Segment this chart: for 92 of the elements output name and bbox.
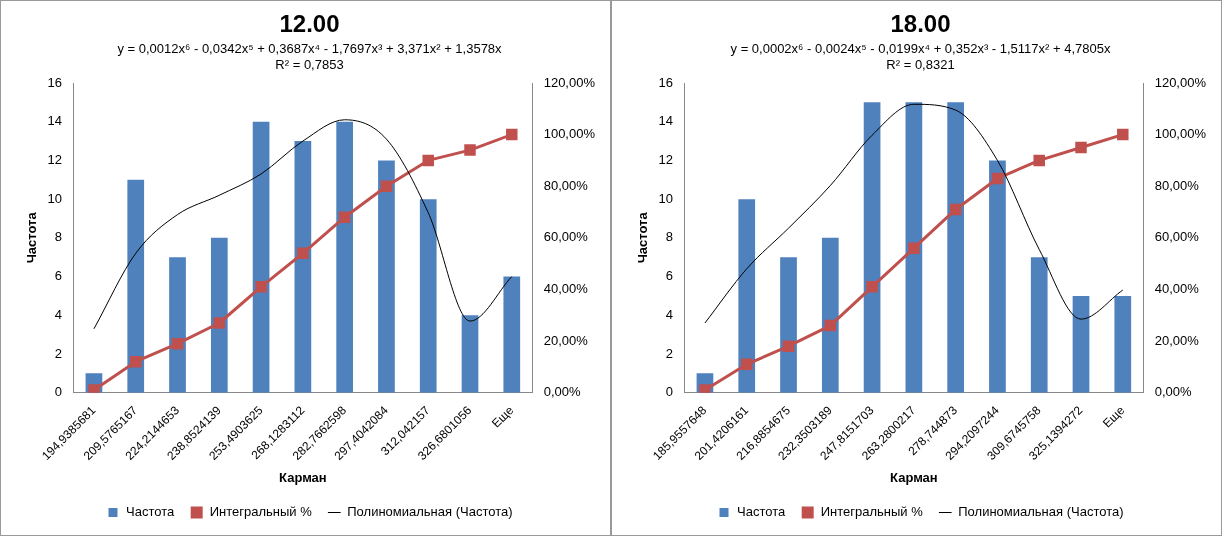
point bbox=[129, 355, 142, 368]
y-axis-title: Частота bbox=[635, 211, 651, 264]
line-series bbox=[704, 103, 1124, 324]
text: R² = 0,8321 bbox=[886, 56, 955, 72]
y2-tick-label: 0,00% bbox=[543, 384, 581, 400]
y2-tick-label: 80,00% bbox=[543, 177, 589, 193]
bar bbox=[419, 199, 437, 393]
point bbox=[506, 128, 518, 141]
y2-tick-label: 60,00% bbox=[543, 229, 589, 245]
y-tick-label: 8 bbox=[665, 229, 674, 245]
point bbox=[991, 172, 1004, 185]
y2-tick-label: 120,00% bbox=[543, 74, 596, 90]
y-tick-label: 10 bbox=[47, 190, 63, 206]
x-tick-label: Еще bbox=[489, 403, 517, 431]
point bbox=[464, 144, 476, 156]
bar bbox=[127, 179, 145, 393]
bar bbox=[210, 237, 228, 393]
bar bbox=[738, 199, 756, 393]
y2-tick-label: 120,00% bbox=[1154, 74, 1207, 90]
y-tick-label: 4 bbox=[665, 306, 674, 322]
legend-label: Частота bbox=[126, 504, 175, 520]
y2-tick-label: 40,00% bbox=[1154, 281, 1200, 297]
bar bbox=[252, 121, 270, 393]
y-tick-label: 14 bbox=[658, 113, 674, 129]
y2-tick-label: 80,00% bbox=[1154, 177, 1200, 193]
point bbox=[908, 242, 920, 254]
bar bbox=[294, 141, 312, 393]
y-tick-label: 10 bbox=[658, 190, 674, 206]
bar bbox=[821, 237, 839, 393]
bar bbox=[1072, 295, 1090, 393]
y2-tick-label: 40,00% bbox=[543, 281, 589, 297]
y-tick-label: 8 bbox=[54, 229, 63, 245]
y-tick-label: 12 bbox=[47, 152, 63, 167]
y-tick-label: 14 bbox=[47, 113, 63, 129]
legend-label: Интегральный % bbox=[209, 504, 313, 520]
y-tick-label: 0 bbox=[665, 384, 674, 400]
bar bbox=[947, 102, 965, 393]
y-tick-label: 16 bbox=[47, 74, 63, 90]
y2-tick-label: 0,00% bbox=[1154, 384, 1192, 400]
point bbox=[380, 180, 393, 192]
bar bbox=[989, 160, 1006, 393]
bar bbox=[1030, 257, 1048, 393]
legend-label: Полиномиальная (Частота) bbox=[958, 504, 1124, 520]
y-tick-label: 6 bbox=[54, 268, 63, 284]
point bbox=[171, 337, 184, 350]
point bbox=[866, 281, 878, 293]
y2-tick-label: 100,00% bbox=[1154, 126, 1207, 142]
bar bbox=[503, 276, 521, 393]
point bbox=[1075, 141, 1087, 154]
y2-tick-label: 20,00% bbox=[1154, 332, 1200, 348]
y-tick-label: 4 bbox=[54, 306, 63, 322]
bar bbox=[1114, 295, 1132, 393]
y2-tick-label: 100,00% bbox=[543, 126, 596, 142]
point bbox=[213, 317, 226, 329]
y-tick-label: 2 bbox=[54, 345, 63, 361]
legend-label: Полиномиальная (Частота) bbox=[347, 504, 513, 520]
point bbox=[1117, 128, 1129, 141]
bar bbox=[461, 315, 479, 393]
y-tick-label: 0 bbox=[54, 384, 63, 400]
point bbox=[824, 319, 837, 332]
chart-title: 18.00 bbox=[890, 10, 951, 38]
y2-tick-label: 20,00% bbox=[543, 332, 589, 348]
bar bbox=[378, 160, 395, 393]
y-axis-title: Частота bbox=[24, 211, 40, 264]
point bbox=[338, 211, 351, 223]
y2-tick-label: 60,00% bbox=[1154, 229, 1200, 245]
bar bbox=[780, 257, 797, 393]
bar bbox=[336, 121, 354, 393]
point bbox=[1033, 154, 1045, 167]
y-tick-label: 6 bbox=[665, 268, 674, 284]
x-tick-label: Еще bbox=[1100, 403, 1128, 431]
point bbox=[782, 340, 795, 352]
bar bbox=[863, 102, 881, 393]
text: y = 0,0012x⁶ - 0,0342x⁵ + 0,3687x⁴ - 1,7697x³ + 3,371x² + 1,3578x bbox=[117, 41, 503, 57]
bar bbox=[905, 102, 923, 393]
text: y = 0,0002x⁶ - 0,0024x⁵ - 0,0199x⁴ + 0,352x³ - 1,5117x² + 4,7805x bbox=[730, 41, 1111, 57]
y-tick-label: 2 bbox=[665, 345, 674, 361]
y-tick-label: 12 bbox=[658, 152, 674, 167]
bar bbox=[169, 257, 186, 393]
point bbox=[297, 247, 309, 260]
line-series bbox=[93, 119, 513, 330]
legend-label: Интегральный % bbox=[820, 504, 924, 520]
text: R² = 0,7853 bbox=[275, 56, 344, 72]
chart-title: 12.00 bbox=[279, 10, 340, 38]
point bbox=[949, 203, 962, 216]
legend-label: Частота bbox=[737, 504, 786, 520]
point bbox=[422, 154, 434, 167]
point bbox=[740, 358, 753, 371]
y-tick-label: 16 bbox=[658, 74, 674, 90]
x-axis-title: Карман bbox=[890, 469, 938, 485]
point bbox=[255, 281, 267, 293]
x-axis-title: Карман bbox=[279, 469, 327, 485]
